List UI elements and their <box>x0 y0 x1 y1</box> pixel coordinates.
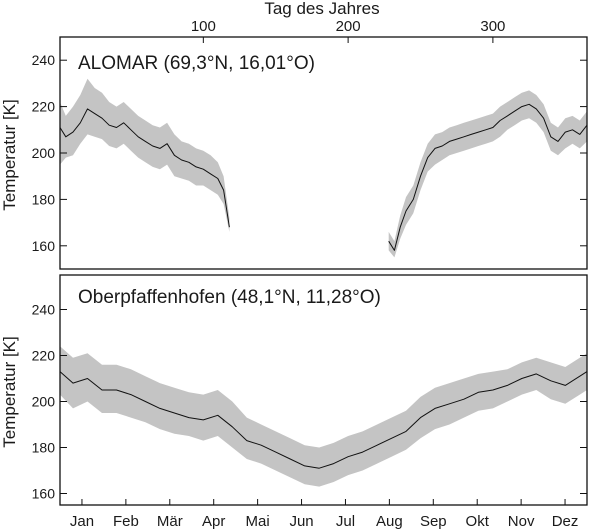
y-tick-label: 200 <box>32 394 56 410</box>
oberpfaffenhofen-ylabel: Temperatur [K] <box>0 336 19 448</box>
panel-alomar: 160 180 200 220 240 100 200 300 ALOMAR (69,3°N… <box>0 18 588 270</box>
y-tick-label: 180 <box>32 191 56 207</box>
alomar-y-axis: 160 180 200 220 240 <box>32 52 587 254</box>
month-tick-label: Apr <box>202 513 225 530</box>
y-tick-label: 240 <box>32 302 56 318</box>
alomar-line <box>59 103 588 251</box>
x-tick-label: 300 <box>480 18 505 35</box>
oberpfaffenhofen-frame <box>59 274 588 506</box>
mean-temperature-line-segment-0 <box>59 108 230 228</box>
month-tick-label: Jun <box>289 513 313 530</box>
oberpfaffenhofen-line <box>59 371 588 469</box>
month-x-axis: Jan Feb Mär Apr Mai Jun Jul Aug Sep Okt Nov Dez <box>70 499 579 530</box>
y-tick-label: 200 <box>32 145 56 161</box>
month-tick-label: Dez <box>552 513 579 530</box>
month-tick-label: Mär <box>157 513 183 530</box>
alomar-band <box>60 78 587 258</box>
oberpfaffenhofen-title: Oberpfaffenhofen (48,1°N, 11,28°O) <box>78 287 381 308</box>
y-tick-label: 220 <box>32 348 56 364</box>
month-tick-label: Aug <box>376 513 403 530</box>
mean-temperature-line-segment-0 <box>59 371 588 469</box>
mean-temperature-line-segment-1 <box>388 103 588 251</box>
variability-band-segment-0 <box>60 346 587 487</box>
alomar-title: ALOMAR (69,3°N, 16,01°O) <box>78 53 315 74</box>
month-tick-label: Sep <box>420 513 447 530</box>
month-tick-label: Jul <box>336 513 355 530</box>
alomar-top-x-axis: 100 200 300 <box>191 18 505 43</box>
x-tick-label: 100 <box>191 18 216 35</box>
alomar-ylabel: Temperatur [K] <box>0 99 19 211</box>
oberpfaffenhofen-y-axis: 160 180 200 220 240 <box>32 302 587 502</box>
x-tick-label: 200 <box>336 18 361 35</box>
y-tick-label: 180 <box>32 440 56 456</box>
oberpfaffenhofen-band <box>60 346 587 487</box>
month-tick-label: Okt <box>466 513 490 530</box>
y-tick-label: 220 <box>32 99 56 115</box>
variability-band-segment-1 <box>388 90 587 258</box>
panel-oberpfaffenhofen: 160 180 200 220 240 Jan Feb Mär Apr Mai Jun Jul Aug… <box>0 274 588 530</box>
y-tick-label: 160 <box>32 486 56 502</box>
month-tick-label: Feb <box>113 513 139 530</box>
top-xlabel: Tag des Jahres <box>264 0 379 18</box>
y-tick-label: 160 <box>32 238 56 254</box>
month-tick-label: Mai <box>246 513 270 530</box>
variability-band-segment-0 <box>60 78 230 232</box>
y-tick-label: 240 <box>32 52 56 68</box>
month-tick-label: Jan <box>70 513 94 530</box>
month-tick-label: Nov <box>508 513 535 530</box>
